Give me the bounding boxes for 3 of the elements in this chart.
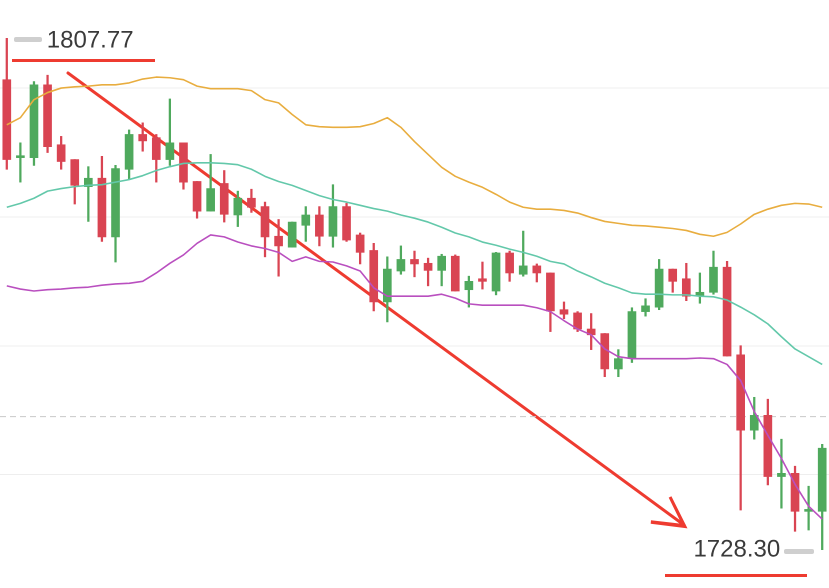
annotation: 1807.77 xyxy=(46,26,134,54)
candlestick xyxy=(288,222,297,248)
annotation: 1728.30 xyxy=(693,536,780,563)
